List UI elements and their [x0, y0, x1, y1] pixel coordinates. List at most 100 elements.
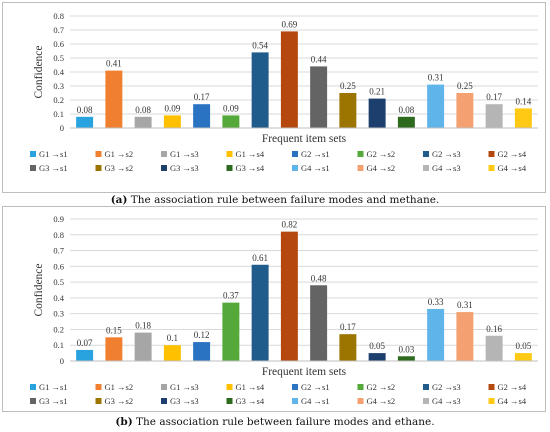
data-label: 0.54: [252, 40, 268, 50]
data-label: 0.08: [399, 105, 415, 115]
y-tick-label: 0.6: [53, 261, 64, 271]
legend-label: G1 →s4: [236, 382, 265, 392]
y-tick-label: 0.8: [53, 11, 64, 21]
y-tick-label: 0.1: [53, 340, 64, 350]
legend-label: G3 →s1: [39, 396, 68, 406]
data-label: 0.37: [223, 291, 239, 301]
y-tick-label: 0.7: [53, 246, 64, 256]
x-axis-label: Frequent item sets: [262, 366, 347, 378]
data-label: 0.17: [486, 92, 502, 102]
bar: [427, 308, 445, 361]
legend-label: G2 →s2: [367, 382, 396, 392]
y-axis-label: Confidence: [33, 45, 45, 98]
legend-swatch: [488, 384, 495, 390]
data-label: 0.09: [165, 103, 181, 113]
bar: [222, 115, 240, 128]
legend-label: G4 →s2: [367, 163, 396, 173]
data-label: 0.16: [486, 324, 502, 334]
legend-label: G3 →s4: [236, 396, 265, 406]
data-label: 0.31: [457, 300, 473, 310]
bar: [193, 342, 211, 361]
legend-label: G2 →s3: [432, 382, 461, 392]
legend-swatch: [161, 384, 167, 390]
data-label: 0.44: [311, 54, 327, 64]
y-tick-label: 0.7: [53, 25, 64, 35]
data-label: 0.09: [223, 103, 239, 113]
y-tick-label: 0.4: [53, 293, 64, 303]
y-tick-label: 0.5: [53, 277, 64, 287]
y-tick-label: 0.2: [53, 324, 64, 334]
bar: [105, 70, 123, 128]
legend-label: G1 →s3: [170, 149, 199, 159]
data-label: 0.17: [340, 322, 356, 332]
data-label: 0.41: [106, 59, 122, 69]
bar: [485, 335, 503, 361]
legend-label: G2 →s3: [432, 149, 461, 159]
chart-b-svg: 0 0.1 0.2 0.3 0.4 0.5 0.6 0.7 0.8 0.9 Confidence 0.…: [30, 214, 538, 406]
legend-swatch: [423, 151, 429, 157]
bar: [251, 264, 269, 361]
bar: [456, 312, 474, 361]
legend-label: G1 →s4: [236, 149, 265, 159]
bar: [251, 52, 269, 128]
data-label: 0.82: [282, 220, 298, 230]
chart-a-svg: 0 0.1 0.2 0.3 0.4 0.5 0.6 0.7 0.8 Confidence 0.08 0…: [30, 11, 538, 173]
legend-label: G4 →s1: [301, 396, 330, 406]
legend-label: G2 →s2: [367, 149, 396, 159]
legend-label: G4 →s4: [498, 163, 527, 173]
bar: [105, 337, 123, 361]
data-label: 0.17: [194, 92, 210, 102]
data-label: 0.07: [77, 338, 93, 348]
legend-swatch: [95, 384, 102, 390]
data-label: 0.18: [135, 321, 151, 331]
legend-swatch: [292, 165, 298, 171]
legend-swatch: [226, 165, 233, 171]
caption-a: (a) The association rule between failure…: [0, 194, 550, 206]
legend-label: G2 →s1: [301, 382, 330, 392]
legend-label: G2 →s4: [498, 149, 527, 159]
legend-label: G3 →s4: [236, 163, 265, 173]
legend-label: G3 →s2: [105, 163, 134, 173]
legend-label: G4 →s3: [432, 396, 461, 406]
legend-label: G1 →s2: [105, 149, 134, 159]
bar: [163, 115, 181, 128]
legend-swatch: [30, 151, 36, 157]
legend-swatch: [292, 384, 298, 390]
data-label: 0.03: [399, 344, 415, 354]
legend-swatch: [161, 165, 167, 171]
bar: [134, 116, 152, 128]
y-tick-label: 0: [60, 123, 64, 133]
data-label: 0.31: [428, 73, 444, 83]
bar: [310, 66, 328, 128]
legend-label: G3 →s2: [105, 396, 134, 406]
bar: [368, 353, 386, 361]
legend-label: G1 →s2: [105, 382, 134, 392]
legend-swatch: [161, 398, 167, 404]
data-label: 0.08: [135, 105, 151, 115]
bar: [368, 98, 386, 128]
bar: [427, 84, 445, 128]
legend-swatch: [488, 165, 495, 171]
legend-swatch: [95, 398, 102, 404]
data-label: 0.15: [106, 325, 122, 335]
bar: [134, 332, 152, 361]
legend-swatch: [226, 384, 233, 390]
legend-swatch: [30, 384, 36, 390]
bar: [280, 31, 298, 128]
legend-swatch: [357, 398, 364, 404]
legend-label: G3 →s3: [170, 396, 199, 406]
legend-swatch: [226, 151, 233, 157]
bar: [193, 104, 211, 128]
legend-label: G1 →s1: [39, 382, 68, 392]
legend-label: G4 →s2: [367, 396, 396, 406]
legend-swatch: [357, 165, 364, 171]
bar: [339, 334, 357, 361]
data-label: 0.05: [516, 341, 532, 351]
x-axis-label: Frequent item sets: [262, 133, 347, 145]
caption-a-text: The association rule between failure mod…: [127, 194, 440, 206]
bar: [76, 116, 94, 128]
y-tick-label: 0: [60, 356, 64, 366]
data-label: 0.12: [194, 330, 210, 340]
y-tick-label: 0.3: [53, 81, 64, 91]
data-label: 0.48: [311, 273, 327, 283]
